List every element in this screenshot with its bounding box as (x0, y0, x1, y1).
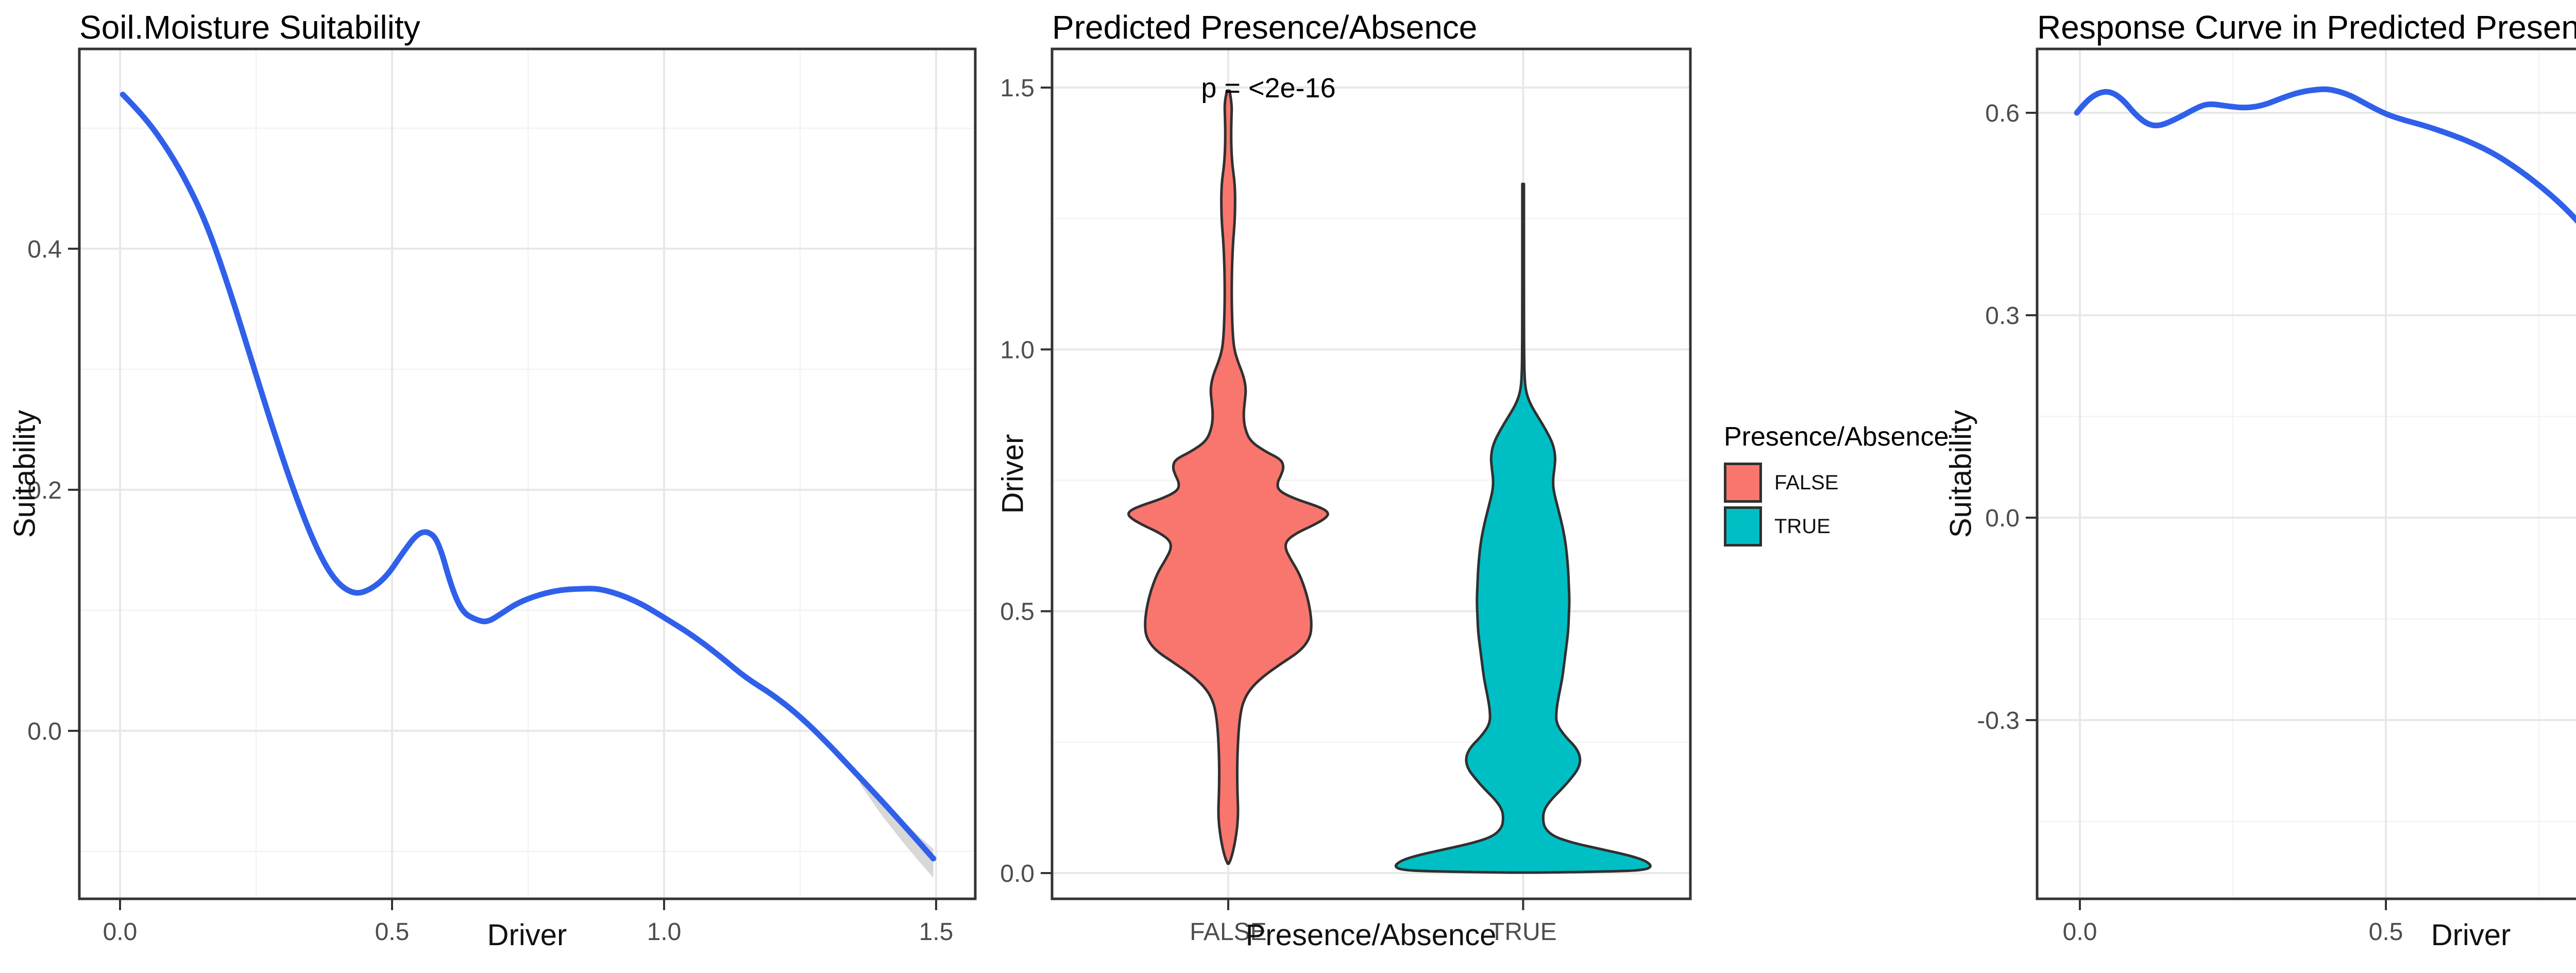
panel3-border (2036, 47, 2576, 900)
legend-title: Presence/Absence (1724, 422, 1949, 452)
panel1-background (79, 49, 975, 899)
legend-item-true: TRUE (1724, 506, 1949, 547)
panel2-title: Predicted Presence/Absence (1052, 9, 1478, 46)
panel1-response-line (120, 91, 937, 862)
violin-true (1394, 182, 1652, 874)
panel3-response-line (2074, 86, 2576, 224)
panel2-background (1052, 49, 1690, 899)
legend-swatch-true (1724, 506, 1762, 547)
panel2-x-tick-label: FALSE (1190, 918, 1266, 946)
panel3-x-axis-title: Driver (2431, 918, 2511, 952)
panel3-y-tick-label: 0.6 (1985, 100, 2020, 127)
panel3-y-tick-label: 0.3 (1985, 302, 2020, 330)
panel2-y-tick-label: 0.0 (1000, 860, 1035, 887)
panel3-x-tick-label: 0.0 (2063, 918, 2097, 946)
panel2-y-tick-label: 1.0 (1000, 336, 1035, 364)
p-value-annotation: p = <2e-16 (1201, 73, 1336, 104)
panel1-x-axis-title: Driver (487, 918, 567, 952)
panel1-x-tick-label: 0.5 (375, 918, 410, 946)
panel1-x-tick-label: 1.0 (647, 918, 682, 946)
panel3-y-tick-label: 0.0 (1985, 505, 2020, 532)
legend: Presence/Absence FALSE TRUE (1724, 421, 1949, 550)
legend-label-true: TRUE (1774, 515, 1831, 538)
panel1-y-tick-label: 0.2 (27, 477, 62, 504)
legend-swatch-false (1724, 463, 1762, 503)
panel2-y-axis-title: Driver (996, 434, 1030, 514)
panel2-x-axis-title: Presence/Absence (1245, 918, 1497, 952)
legend-item-false: FALSE (1724, 463, 1949, 503)
panel1-y-tick-label: 0.4 (27, 236, 62, 263)
panel1-x-tick-label: 0.0 (103, 918, 138, 946)
panel3-background (2037, 49, 2576, 899)
panel2-border (1050, 47, 1692, 900)
legend-label-false: FALSE (1774, 471, 1839, 494)
panel1-title: Soil.Moisture Suitability (79, 9, 420, 46)
panel1-x-tick-label: 1.5 (919, 918, 954, 946)
violin-false (1127, 89, 1329, 865)
panel2-x-tick-label: TRUE (1489, 918, 1557, 946)
panel3-y-axis-title: Suitability (1944, 409, 1978, 538)
panel3-x-tick-label: 0.5 (2369, 918, 2403, 946)
panel3-y-tick-label: -0.3 (1977, 707, 2020, 735)
panel1-border (78, 47, 977, 900)
panel1-y-tick-label: 0.0 (27, 718, 62, 745)
panel3-title: Response Curve in Predicted Presence Are… (2037, 9, 2576, 46)
panel2-y-tick-label: 1.5 (1000, 75, 1035, 102)
panel2-y-tick-label: 0.5 (1000, 599, 1035, 626)
panel1-y-axis-title: Suitability (8, 409, 42, 538)
